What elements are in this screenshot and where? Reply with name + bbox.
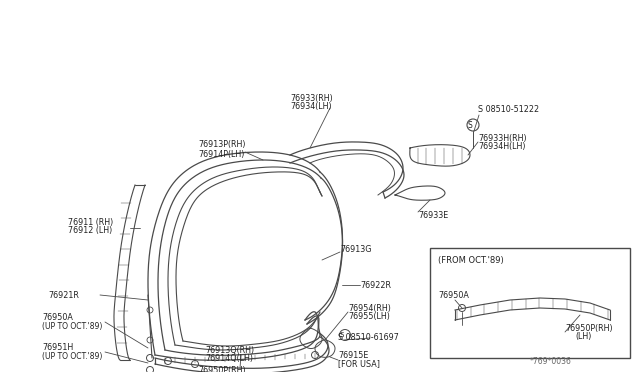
Text: 76950A: 76950A (42, 314, 73, 323)
Text: *769*0036: *769*0036 (530, 357, 572, 366)
Text: 76914Q(LH): 76914Q(LH) (205, 355, 253, 363)
Text: 76934H(LH): 76934H(LH) (478, 142, 525, 151)
Text: S 08510-61697: S 08510-61697 (338, 334, 399, 343)
Text: 76914P(LH): 76914P(LH) (198, 150, 244, 158)
Text: S 08510-51222: S 08510-51222 (478, 106, 539, 115)
Text: 76950A: 76950A (438, 292, 469, 301)
Text: 76951H: 76951H (42, 343, 73, 353)
Text: [FOR USA]: [FOR USA] (338, 359, 380, 369)
Text: 76915E: 76915E (338, 352, 369, 360)
Text: (LH): (LH) (575, 333, 591, 341)
Text: 76912 (LH): 76912 (LH) (68, 227, 112, 235)
Text: S: S (468, 121, 472, 129)
Text: 76921R: 76921R (48, 291, 79, 299)
Text: 76913P(RH): 76913P(RH) (198, 141, 246, 150)
Text: 76913G: 76913G (340, 246, 371, 254)
Text: 76911 (RH): 76911 (RH) (68, 218, 113, 227)
Text: 76954(RH): 76954(RH) (348, 304, 391, 312)
Text: 76913Q(RH): 76913Q(RH) (205, 346, 254, 355)
Text: 76933E: 76933E (418, 211, 448, 219)
Text: 76950P(RH): 76950P(RH) (198, 366, 246, 372)
Text: 76955(LH): 76955(LH) (348, 312, 390, 321)
Text: S: S (340, 332, 344, 338)
Text: (FROM OCT.'89): (FROM OCT.'89) (438, 256, 504, 264)
Text: 76933(RH): 76933(RH) (290, 93, 333, 103)
Text: 76933H(RH): 76933H(RH) (478, 134, 527, 142)
Text: (UP TO OCT.'89): (UP TO OCT.'89) (42, 323, 102, 331)
Text: 76922R: 76922R (360, 280, 391, 289)
Text: (UP TO OCT.'89): (UP TO OCT.'89) (42, 353, 102, 362)
Text: 76934(LH): 76934(LH) (290, 103, 332, 112)
Bar (430, 248, 630, 358)
Text: 76950P(RH): 76950P(RH) (565, 324, 612, 333)
